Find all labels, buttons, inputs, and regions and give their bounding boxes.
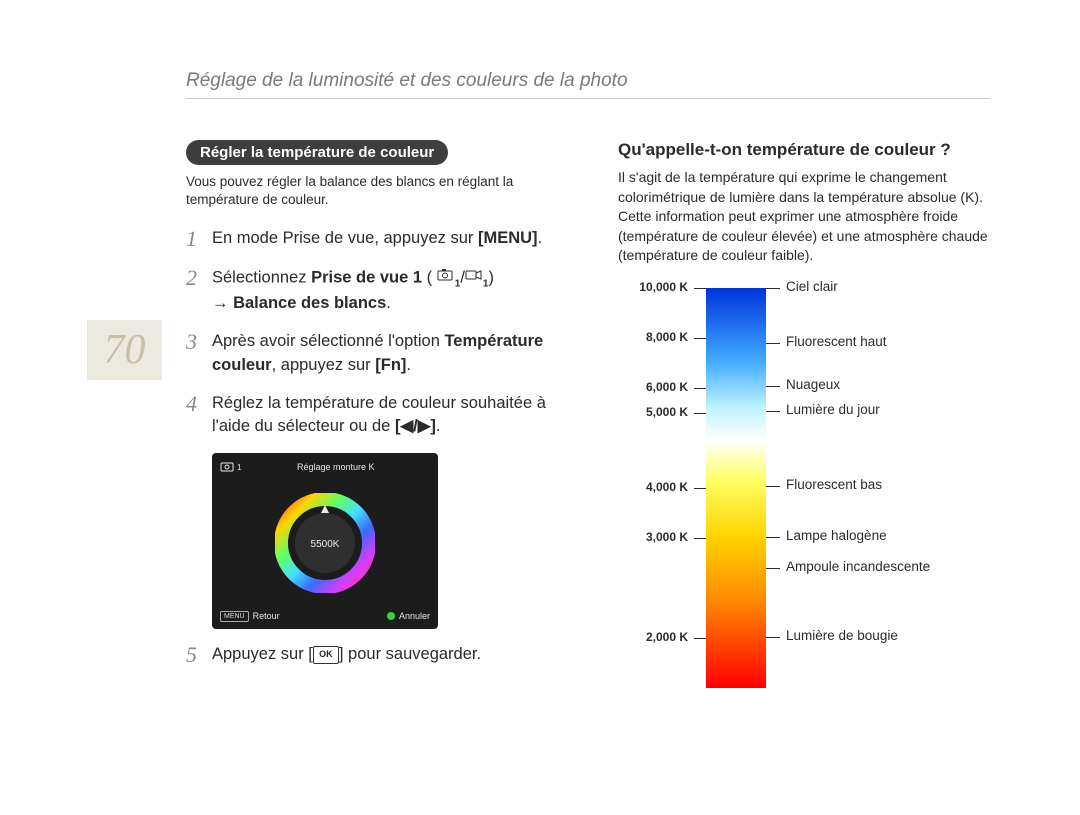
step-text: Sélectionnez Prise de vue 1 ( 1/ 1) → Ba… bbox=[212, 266, 494, 316]
camera-mode-icon-1 bbox=[437, 266, 455, 290]
text-span: Appuyez sur [ bbox=[212, 645, 313, 663]
arrow-icon: → bbox=[212, 294, 233, 312]
key-label: [Fn] bbox=[375, 356, 406, 374]
kelvin-right-tick bbox=[766, 411, 780, 412]
header-divider bbox=[186, 98, 990, 99]
ok-key-icon: OK bbox=[313, 646, 339, 664]
kelvin-tick bbox=[694, 538, 706, 539]
lcd-topbar: 1 Réglage monture K bbox=[220, 459, 430, 475]
color-temperature-bar bbox=[706, 288, 766, 688]
text-span: , appuyez sur bbox=[272, 356, 376, 374]
step-2: 2 Sélectionnez Prise de vue 1 ( 1/ 1) → … bbox=[186, 266, 576, 316]
lcd-bottombar: MENU Retour Annuler bbox=[220, 607, 430, 625]
camera-lcd-screenshot: 1 Réglage monture K bbox=[212, 453, 438, 629]
green-dot-icon bbox=[387, 612, 395, 620]
camera-mode-icon bbox=[220, 460, 236, 474]
text-span: . bbox=[406, 356, 411, 374]
kelvin-tick bbox=[694, 638, 706, 639]
video-mode-icon-1 bbox=[465, 266, 483, 290]
kelvin-tick bbox=[694, 413, 706, 414]
step-text: Réglez la température de couleur souhait… bbox=[212, 392, 576, 440]
menu-name: Balance des blancs bbox=[233, 294, 386, 312]
lcd-cancel-label: Annuler bbox=[399, 611, 430, 621]
kelvin-right-tick bbox=[766, 343, 780, 344]
kelvin-right-label: Lampe halogène bbox=[786, 528, 887, 543]
text-span: En mode Prise de vue, appuyez sur bbox=[212, 229, 478, 247]
text-span: ) bbox=[488, 268, 494, 286]
right-column: Qu'appelle-t-on température de couleur ?… bbox=[618, 140, 1008, 708]
kelvin-tick bbox=[694, 388, 706, 389]
kelvin-tick bbox=[694, 338, 706, 339]
page-title: Réglage de la luminosité et des couleurs… bbox=[186, 70, 628, 92]
lcd-kelvin-value: 5500K bbox=[311, 539, 340, 550]
kelvin-right-tick bbox=[766, 486, 780, 487]
lcd-back-button: MENU Retour bbox=[220, 611, 280, 622]
text-span: . bbox=[386, 294, 391, 312]
lcd-back-label: Retour bbox=[253, 611, 280, 621]
step-number: 5 bbox=[186, 643, 212, 667]
kelvin-right-label: Lumière de bougie bbox=[786, 628, 898, 643]
step-text: Appuyez sur [OK] pour sauvegarder. bbox=[212, 643, 481, 667]
kelvin-tick-label: 6,000 K bbox=[618, 380, 688, 394]
kelvin-tick bbox=[694, 488, 706, 489]
section-pill: Régler la température de couleur bbox=[186, 140, 448, 165]
kelvin-right-label: Fluorescent bas bbox=[786, 477, 882, 492]
kelvin-right-label: Ampoule incandescente bbox=[786, 559, 930, 574]
text-span: . bbox=[436, 417, 441, 435]
step-number: 3 bbox=[186, 330, 212, 354]
menu-key-icon: MENU bbox=[220, 611, 249, 622]
page-number-box: 70 bbox=[87, 320, 162, 380]
key-label: [◀/▶] bbox=[395, 417, 436, 435]
kelvin-right-label: Fluorescent haut bbox=[786, 334, 887, 349]
key-label: [MENU] bbox=[478, 229, 538, 247]
text-span: Réglez la température de couleur souhait… bbox=[212, 394, 546, 436]
step-number: 4 bbox=[186, 392, 212, 416]
right-heading: Qu'appelle-t-on température de couleur ? bbox=[618, 140, 1008, 160]
step-text: Après avoir sélectionné l'option Tempéra… bbox=[212, 330, 576, 378]
section-intro: Vous pouvez régler la balance des blancs… bbox=[186, 173, 576, 209]
step-number: 1 bbox=[186, 227, 212, 251]
step-1: 1 En mode Prise de vue, appuyez sur [MEN… bbox=[186, 227, 576, 251]
right-body-text: Il s'agit de la température qui exprime … bbox=[618, 168, 1008, 266]
left-column: Régler la température de couleur Vous po… bbox=[186, 140, 576, 682]
lcd-cancel-button: Annuler bbox=[387, 611, 430, 621]
lcd-dial: 5500K bbox=[212, 493, 438, 593]
text-span: Sélectionnez bbox=[212, 268, 311, 286]
step-5: 5 Appuyez sur [OK] pour sauvegarder. bbox=[186, 643, 576, 667]
kelvin-right-tick bbox=[766, 537, 780, 538]
kelvin-right-tick bbox=[766, 288, 780, 289]
page: Réglage de la luminosité et des couleurs… bbox=[0, 0, 1080, 815]
kelvin-tick-label: 8,000 K bbox=[618, 330, 688, 344]
kelvin-right-label: Ciel clair bbox=[786, 279, 838, 294]
kelvin-tick bbox=[694, 288, 706, 289]
text-span: . bbox=[538, 229, 543, 247]
kelvin-tick-label: 4,000 K bbox=[618, 480, 688, 494]
page-number: 70 bbox=[104, 326, 146, 374]
kelvin-tick-label: 5,000 K bbox=[618, 405, 688, 419]
step-3: 3 Après avoir sélectionné l'option Tempé… bbox=[186, 330, 576, 378]
kelvin-tick-label: 3,000 K bbox=[618, 530, 688, 544]
menu-name: Prise de vue 1 bbox=[311, 268, 422, 286]
kelvin-diagram: 10,000 K8,000 K6,000 K5,000 K4,000 K3,00… bbox=[618, 288, 1008, 708]
lcd-title: Réglage monture K bbox=[297, 462, 375, 472]
kelvin-right-tick bbox=[766, 386, 780, 387]
kelvin-tick-label: 2,000 K bbox=[618, 630, 688, 644]
text-span: Après avoir sélectionné l'option bbox=[212, 332, 444, 350]
text-span: ( bbox=[422, 268, 432, 286]
text-span: ] pour sauvegarder. bbox=[339, 645, 481, 663]
step-text: En mode Prise de vue, appuyez sur [MENU]… bbox=[212, 227, 542, 251]
kelvin-right-tick bbox=[766, 568, 780, 569]
step-4: 4 Réglez la température de couleur souha… bbox=[186, 392, 576, 440]
step-number: 2 bbox=[186, 266, 212, 290]
kelvin-right-label: Nuageux bbox=[786, 377, 840, 392]
kelvin-right-tick bbox=[766, 637, 780, 638]
steps-list: 1 En mode Prise de vue, appuyez sur [MEN… bbox=[186, 227, 576, 667]
kelvin-right-label: Lumière du jour bbox=[786, 402, 880, 417]
kelvin-tick-label: 10,000 K bbox=[618, 280, 688, 294]
